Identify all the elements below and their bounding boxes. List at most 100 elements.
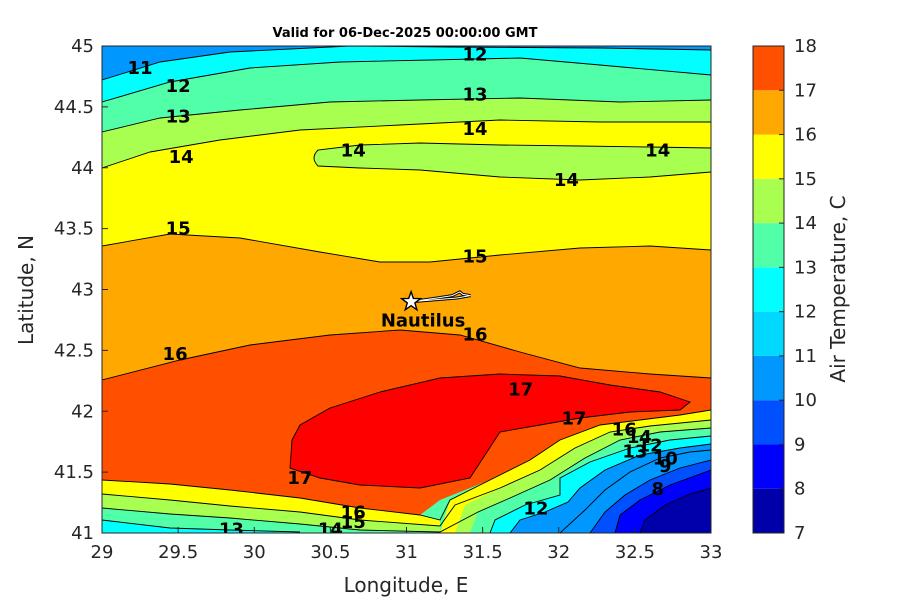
x-axis-label: Longitude, E [344, 573, 469, 597]
colorbar-tick-label: 16 [794, 125, 817, 146]
x-axis-ticks: 29 29.5 30 30.5 31 31.5 32 32.5 33 [91, 527, 722, 563]
y-tick-label: 41.5 [54, 462, 94, 483]
contour-label: 17 [287, 468, 312, 489]
contour-label: 12 [166, 76, 191, 97]
colorbar-band [753, 311, 784, 356]
colorbar-tick-label: 7 [794, 523, 805, 544]
isoline-bl-16 [102, 409, 711, 521]
vessel-star-icon [399, 289, 423, 312]
colorbar-band [753, 90, 784, 135]
contour-label: 16 [612, 420, 637, 441]
contour-label: 15 [341, 512, 366, 533]
y-tick-label: 43.5 [54, 219, 94, 240]
colorbar-band [753, 355, 784, 401]
contour-label: 9 [659, 456, 672, 477]
vessel-track-inner [410, 291, 471, 303]
band-11 [102, 46, 711, 80]
colorbar-tick-label: 18 [794, 36, 817, 57]
colorbar-tick-label: 10 [794, 390, 817, 411]
colorbar-tick-label: 13 [794, 257, 817, 278]
isoline-br-low [639, 487, 711, 533]
contour-label: 13 [462, 85, 487, 106]
contour-label: 14 [318, 519, 343, 540]
colorbar-band [753, 488, 784, 533]
contour-label: 13 [166, 107, 191, 128]
isoline-bl-13 [102, 519, 301, 533]
x-tick-label: 31.5 [463, 542, 503, 563]
y-axis-ticks: 41 41.5 42 42.5 43 43.5 44 44.5 45 [54, 36, 108, 544]
x-tick-label: 32 [547, 542, 570, 563]
contour-label: 12 [523, 499, 548, 520]
isoline-14-lens [313, 142, 711, 181]
colorbar-ticks: 7 8 9 10 11 12 13 14 15 16 17 18 [779, 36, 817, 544]
contour-label: 14 [462, 119, 487, 140]
x-tick-label: 31 [395, 542, 418, 563]
contour-label: 16 [341, 502, 366, 523]
contour-label: 15 [166, 219, 191, 240]
colorbar-tick-label: 17 [794, 80, 817, 101]
colorbar-band [753, 223, 784, 268]
band-bl-13 [102, 508, 440, 533]
contour-label: 12 [462, 45, 487, 66]
contour-label: 14 [554, 170, 579, 191]
contour-label: 17 [508, 379, 533, 400]
isoline-br-8 [614, 469, 711, 533]
band-13 [102, 58, 711, 132]
vessel-label: Nautilus [381, 311, 466, 332]
contour-label: 13 [622, 441, 647, 462]
band-br-low [640, 488, 711, 533]
isoline-13 [102, 97, 711, 133]
colorbar-band [753, 178, 784, 224]
colorbar-frame [752, 45, 785, 534]
y-tick-label: 42 [71, 401, 94, 422]
colorbar-tick-label: 8 [794, 479, 805, 500]
x-tick-label: 29 [91, 542, 114, 563]
y-axis-label: Latitude, N [14, 235, 38, 345]
contour-label: 14 [341, 141, 366, 162]
y-tick-label: 45 [71, 36, 94, 57]
contour-label: 12 [638, 435, 663, 456]
contour-label: 8 [651, 479, 664, 500]
isoline-15 [102, 233, 711, 263]
x-tick-label: 30 [243, 542, 266, 563]
colorbar-band [753, 444, 784, 489]
colorbar-tick-label: 12 [794, 302, 817, 323]
colorbar-band [753, 267, 784, 312]
colorbar-bands [753, 46, 784, 533]
colorbar-band [753, 400, 784, 445]
x-tick-label: 30.5 [310, 542, 350, 563]
band-14 [102, 98, 711, 168]
contour-label: 14 [645, 141, 670, 162]
colorbar-band [753, 134, 784, 179]
colorbar-tick-label: 11 [794, 346, 817, 367]
colorbar-tick-label: 14 [794, 213, 817, 234]
x-tick-label: 29.5 [158, 542, 198, 563]
colorbar-tick-label: 9 [794, 434, 805, 455]
colorbar-tick-label: 15 [794, 169, 817, 190]
y-tick-label: 44 [71, 158, 94, 179]
colorbar-band [753, 46, 784, 91]
isoline-br-12 [489, 435, 711, 533]
band-bl-12 [102, 520, 302, 533]
x-tick-label: 32.5 [615, 542, 655, 563]
y-tick-label: 43 [71, 280, 94, 301]
contour-label: 17 [561, 409, 586, 430]
isoline-17 [289, 373, 691, 489]
contour-label: 16 [462, 325, 487, 346]
isoline-11 [102, 46, 711, 81]
isoline-bl-15 [102, 419, 711, 527]
contour-label: 16 [163, 344, 188, 365]
isoline-br-10 [559, 449, 711, 533]
isoline-br-11 [509, 443, 711, 533]
colorbar: 7 8 9 10 11 12 13 14 15 16 17 18 Air Temperature, C [752, 36, 850, 544]
y-tick-label: 44.5 [54, 97, 94, 118]
contour-label: 14 [169, 147, 194, 168]
isoline-br-9 [589, 459, 711, 533]
band-12 [102, 46, 711, 102]
chart-title: Valid for 06-Dec-2025 00:00:00 GMT [273, 26, 538, 41]
isoline-14 [102, 119, 711, 169]
isoline-bl-14 [102, 427, 711, 533]
contour-label: 13 [219, 519, 244, 540]
